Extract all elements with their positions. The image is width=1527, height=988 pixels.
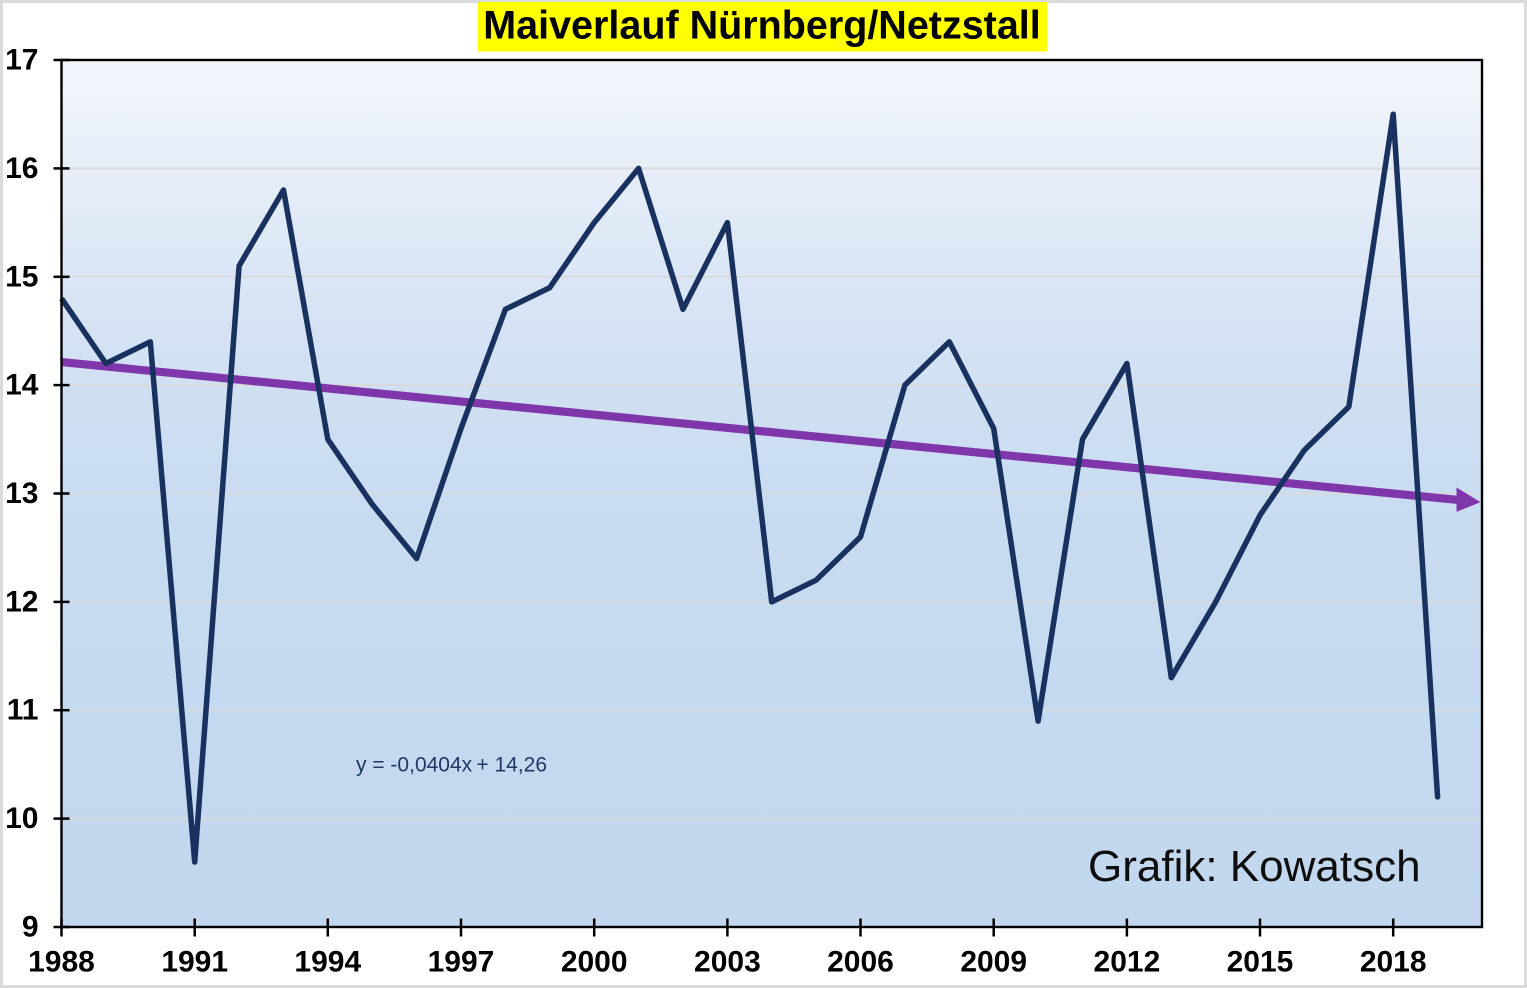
svg-text:1991: 1991 [161,946,228,979]
svg-text:1994: 1994 [294,946,361,979]
svg-text:12: 12 [5,585,38,618]
svg-text:2006: 2006 [827,946,894,979]
svg-text:2018: 2018 [1360,946,1427,979]
svg-text:2003: 2003 [694,946,761,979]
svg-text:1997: 1997 [428,946,495,979]
svg-text:y = -0,0404x + 14,26: y = -0,0404x + 14,26 [356,754,547,777]
svg-text:1988: 1988 [28,946,95,979]
svg-text:14: 14 [5,369,39,402]
svg-text:16: 16 [5,152,38,185]
svg-text:17: 17 [5,44,38,77]
svg-text:11: 11 [7,694,39,727]
svg-text:Grafik: Kowatsch: Grafik: Kowatsch [1088,842,1421,891]
svg-text:2015: 2015 [1227,946,1294,979]
svg-text:10: 10 [5,802,38,835]
svg-text:9: 9 [22,911,39,944]
svg-text:Maiverlauf Nürnberg/Netzstall: Maiverlauf Nürnberg/Netzstall [483,4,1041,48]
svg-text:2009: 2009 [960,946,1027,979]
svg-text:13: 13 [5,477,38,510]
svg-text:15: 15 [5,260,38,293]
svg-text:2000: 2000 [561,946,628,979]
svg-text:2012: 2012 [1094,946,1161,979]
